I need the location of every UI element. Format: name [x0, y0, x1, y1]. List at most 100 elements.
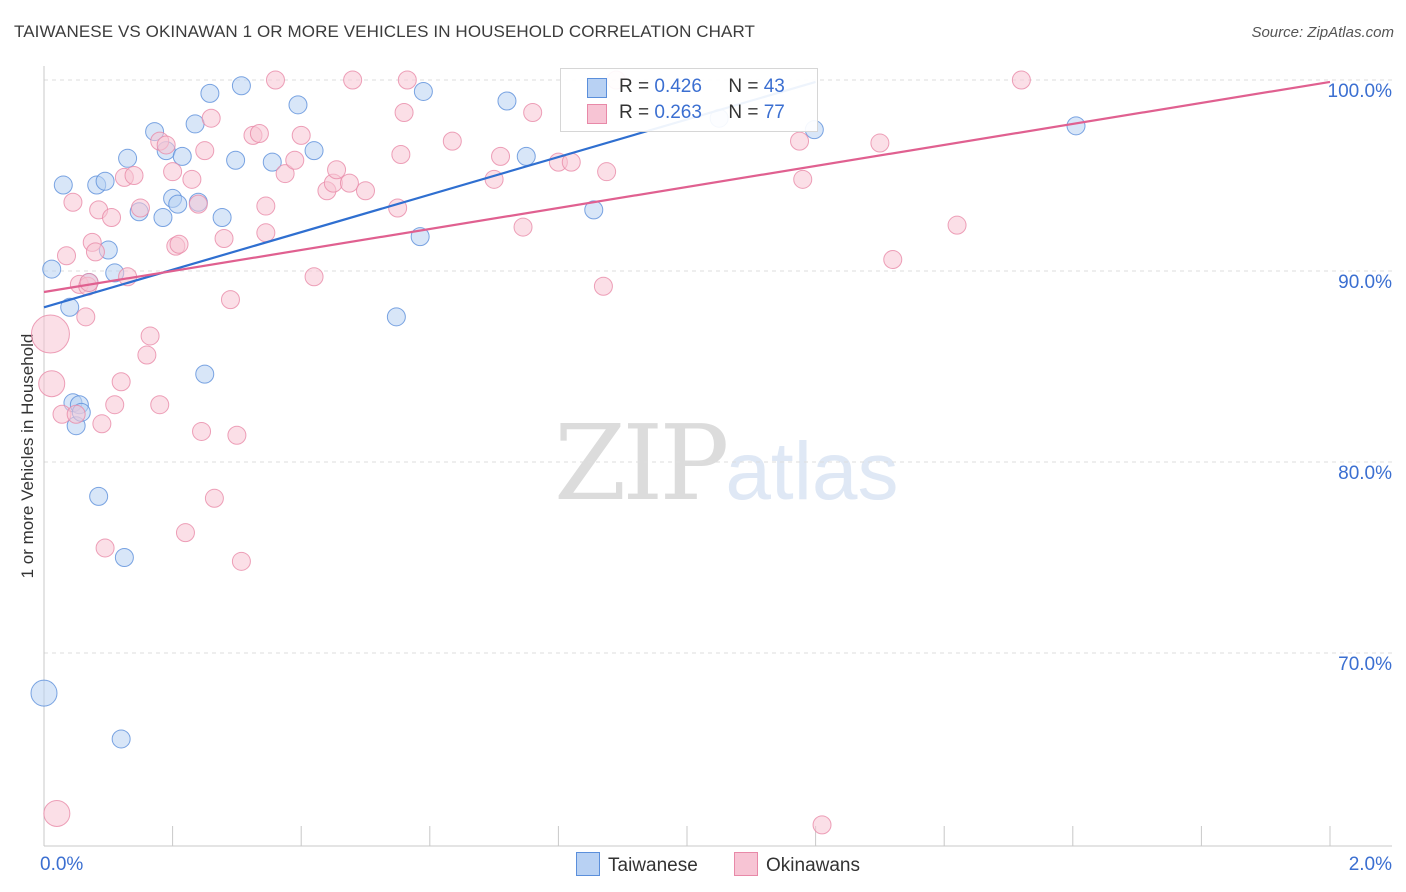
taiwanese-point [497, 91, 517, 111]
okinawans-point [491, 146, 511, 166]
okinawans-point [130, 198, 150, 218]
okinawans-point [397, 70, 417, 90]
taiwanese-point [304, 141, 324, 161]
taiwanese-point [386, 307, 406, 327]
n-label: N = [728, 102, 759, 123]
r-value: 0.263 [654, 102, 702, 123]
okinawans-point [220, 290, 240, 310]
tick-labels: 70.0% 80.0% 90.0% 100.0% 0.0% 2.0% [40, 81, 1392, 875]
okinawans-point [182, 169, 202, 189]
okinawans-point [150, 395, 170, 415]
okinawans-point [947, 215, 967, 235]
okinawans-point [339, 173, 359, 193]
data-points [30, 70, 1086, 835]
okinawans-point [523, 102, 543, 122]
okinawans-point [214, 229, 234, 249]
watermark-atlas: atlas [725, 426, 899, 517]
taiwanese-point [200, 83, 220, 103]
taiwanese-point [53, 175, 73, 195]
okinawans-point [76, 307, 96, 327]
okinawans-swatch [587, 104, 607, 124]
okinawans-point [204, 488, 224, 508]
okinawans-point [188, 194, 208, 214]
y-tick-label: 90.0% [1338, 272, 1392, 293]
taiwanese-point [288, 95, 308, 115]
okinawans-point [793, 169, 813, 189]
stats-text: R = 0.426 N = 43 [619, 76, 785, 98]
okinawans-point [870, 133, 890, 153]
okinawans-point [192, 421, 212, 441]
okinawans-point [597, 162, 617, 182]
okinawans-point [169, 234, 189, 254]
taiwanese-point [584, 200, 604, 220]
okinawans-point [105, 395, 125, 415]
okinawans-point [57, 246, 77, 266]
okinawans-point [275, 164, 295, 184]
taiwanese-point [30, 679, 58, 707]
taiwanese-swatch [587, 78, 607, 98]
okinawans-point [227, 425, 247, 445]
taiwanese-point [114, 548, 134, 567]
okinawans-trend-line [43, 80, 1331, 294]
okinawans-point [79, 272, 99, 292]
n-value: 43 [763, 76, 785, 97]
okinawans-point [513, 217, 533, 237]
source-label: Source: ZipAtlas.com [1251, 24, 1394, 41]
taiwanese-point [262, 152, 282, 172]
axes [43, 66, 1392, 847]
okinawans-point [156, 135, 176, 155]
legend-label-okinawans: Okinawans [766, 855, 860, 876]
taiwanese-point [226, 150, 246, 170]
watermark: ZIPatlas [554, 402, 899, 524]
legend-label-taiwanese: Taiwanese [608, 855, 698, 876]
okinawans-point [327, 160, 347, 180]
okinawans-point [102, 208, 122, 228]
taiwanese-point [516, 146, 536, 166]
okinawans-point [231, 551, 251, 571]
r-label: R = [619, 76, 650, 97]
chart-title: TAIWANESE VS OKINAWAN 1 OR MORE VEHICLES… [14, 22, 756, 41]
x-tick-label: 2.0% [1349, 854, 1392, 875]
okinawans-point [85, 242, 105, 262]
taiwanese-point [231, 76, 251, 96]
taiwanese-point [153, 208, 173, 228]
okinawans-point [111, 372, 131, 392]
okinawans-point [163, 162, 183, 182]
y-tick-label: 80.0% [1338, 463, 1392, 484]
okinawans-point [195, 141, 215, 161]
okinawans-point [394, 102, 414, 122]
okinawans-point [43, 799, 71, 827]
legend-item-okinawans[interactable]: Okinawans [734, 852, 860, 877]
taiwanese-point [95, 171, 115, 191]
okinawans-point [95, 538, 115, 558]
r-value: 0.426 [654, 76, 702, 97]
okinawans-point [92, 414, 112, 434]
n-label: N = [728, 76, 759, 97]
okinawans-point [66, 404, 86, 424]
okinawans-point [285, 150, 305, 170]
okinawans-point [137, 345, 157, 365]
okinawans-point [812, 815, 832, 835]
taiwanese-point [185, 114, 205, 134]
taiwanese-point [111, 729, 131, 749]
okinawans-point [265, 70, 285, 90]
taiwanese-point [118, 148, 138, 168]
legend-swatch-okinawans [734, 852, 758, 876]
okinawans-point [343, 70, 363, 90]
taiwanese-point [168, 194, 188, 214]
okinawans-point [790, 131, 810, 151]
taiwanese-point [42, 259, 62, 279]
okinawans-point [304, 267, 324, 287]
legend-item-taiwanese[interactable]: Taiwanese [576, 852, 698, 877]
taiwanese-point [1066, 116, 1086, 136]
okinawans-point [883, 250, 903, 270]
n-value: 77 [763, 102, 785, 123]
okinawans-point [593, 276, 613, 296]
stats-box: R = 0.426 N = 43 R = 0.263 N = 77 [560, 68, 818, 132]
okinawans-point [249, 123, 269, 143]
watermark-zip: ZIP [554, 402, 729, 524]
r-label: R = [619, 102, 650, 123]
okinawans-point [201, 108, 221, 128]
okinawans-point [63, 192, 83, 212]
okinawans-point [291, 125, 311, 145]
